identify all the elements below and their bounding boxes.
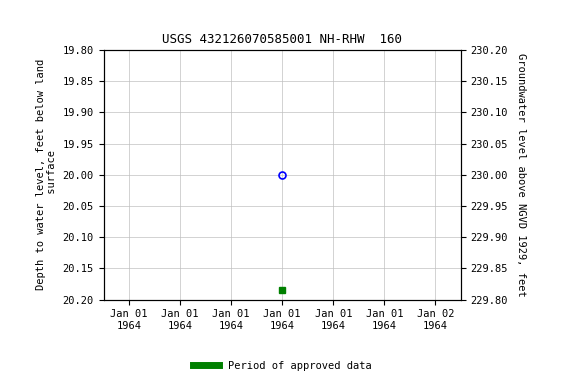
Title: USGS 432126070585001 NH-RHW  160: USGS 432126070585001 NH-RHW 160 <box>162 33 402 46</box>
Y-axis label: Depth to water level, feet below land
 surface: Depth to water level, feet below land su… <box>36 59 57 290</box>
Y-axis label: Groundwater level above NGVD 1929, feet: Groundwater level above NGVD 1929, feet <box>516 53 526 296</box>
Legend: Period of approved data: Period of approved data <box>189 357 376 375</box>
